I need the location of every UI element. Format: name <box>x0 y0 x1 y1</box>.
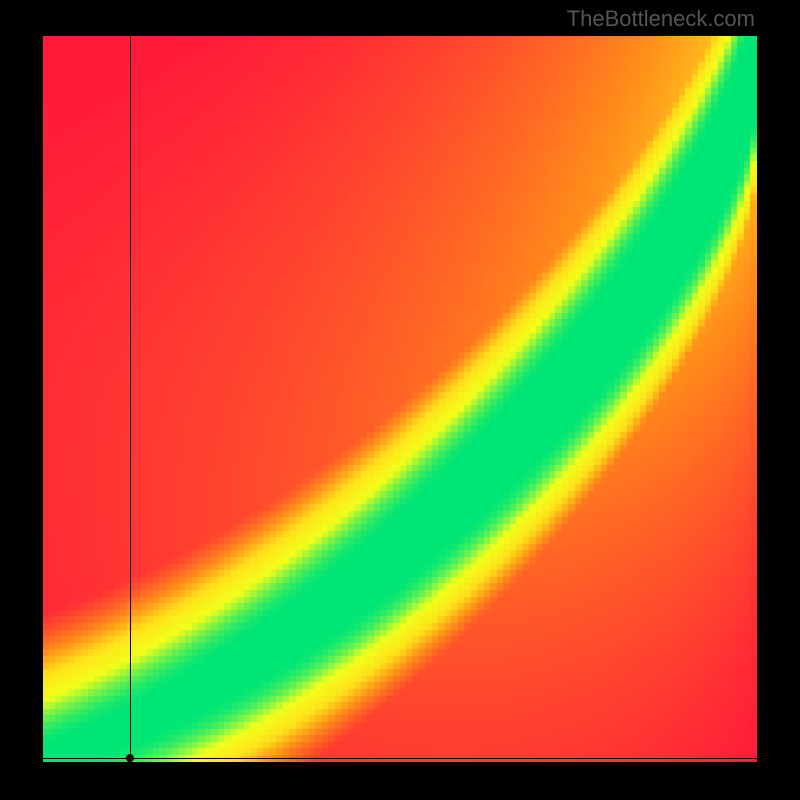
crosshair-horizontal <box>43 758 757 759</box>
crosshair-vertical <box>130 36 131 762</box>
crosshair-dot <box>126 754 134 762</box>
heatmap-canvas <box>43 36 757 762</box>
watermark-text: TheBottleneck.com <box>567 6 755 32</box>
heatmap-plot <box>43 36 757 762</box>
